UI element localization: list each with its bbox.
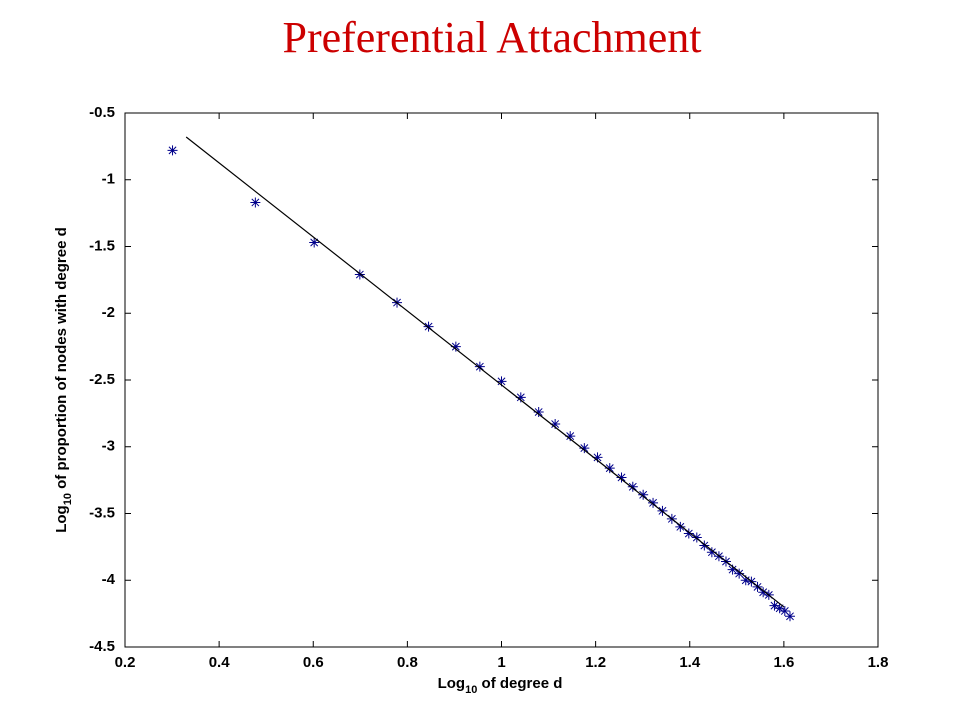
x-label-text: of degree d: [477, 675, 562, 692]
data-point: [727, 564, 738, 575]
x-label-sub: 10: [465, 684, 477, 696]
x-tick-label: 1: [497, 654, 505, 671]
data-point: [774, 603, 785, 614]
data-point: [699, 540, 710, 551]
y-tick-label: -4.5: [89, 638, 115, 655]
x-tick-label: 0.2: [115, 654, 136, 671]
data-point: [592, 452, 603, 463]
data-point: [450, 341, 461, 352]
y-tick-label: -3: [102, 438, 115, 455]
y-axis-label: Log10 of proportion of nodes with degree…: [53, 227, 74, 533]
data-point: [565, 431, 576, 442]
x-tick-label: 1.4: [679, 654, 701, 671]
data-point: [683, 528, 694, 539]
data-point: [354, 269, 365, 280]
data-point: [638, 489, 649, 500]
x-tick-label: 0.4: [209, 654, 231, 671]
x-tick-label: 0.6: [303, 654, 324, 671]
data-point: [250, 197, 261, 208]
chart-title: Preferential Attachment: [282, 13, 701, 62]
y-tick-label: -2: [102, 304, 115, 321]
data-point: [779, 605, 790, 616]
data-point: [740, 575, 751, 586]
x-tick-label: 1.8: [868, 654, 889, 671]
y-tick-label: -4: [102, 571, 116, 588]
data-point: [769, 600, 780, 611]
data-point: [423, 321, 434, 332]
fit-line: [185, 136, 785, 608]
data-point: [533, 407, 544, 418]
data-point: [734, 568, 745, 579]
x-label-text: Log: [438, 675, 466, 692]
data-point: [515, 392, 526, 403]
y-label-sub: 10: [62, 493, 74, 505]
data-point: [648, 497, 659, 508]
y-tick-label: -0.5: [89, 104, 115, 121]
data-point: [309, 237, 320, 248]
y-tick-label: -1.5: [89, 237, 115, 254]
data-point: [675, 521, 686, 532]
y-label-text: Log: [53, 505, 70, 533]
y-tick-label: -3.5: [89, 504, 115, 521]
x-tick-label: 1.2: [585, 654, 606, 671]
data-point: [616, 472, 627, 483]
data-point: [579, 443, 590, 454]
data-point: [691, 532, 702, 543]
data-point: [627, 481, 638, 492]
data-point: [550, 419, 561, 430]
x-tick-label: 0.8: [397, 654, 418, 671]
data-point: [474, 361, 485, 372]
data-point: [758, 587, 769, 598]
y-tick-label: -2.5: [89, 371, 115, 388]
x-axis-label: Log10 of degree d: [438, 675, 563, 696]
x-tick-label: 1.6: [773, 654, 794, 671]
data-point: [604, 463, 615, 474]
y-tick-label: -1: [102, 171, 115, 188]
y-label-text: of proportion of nodes with degree d: [53, 227, 70, 493]
data-point: [784, 611, 795, 622]
data-point: [167, 145, 178, 156]
data-point: [706, 547, 717, 558]
data-point: [496, 376, 507, 387]
